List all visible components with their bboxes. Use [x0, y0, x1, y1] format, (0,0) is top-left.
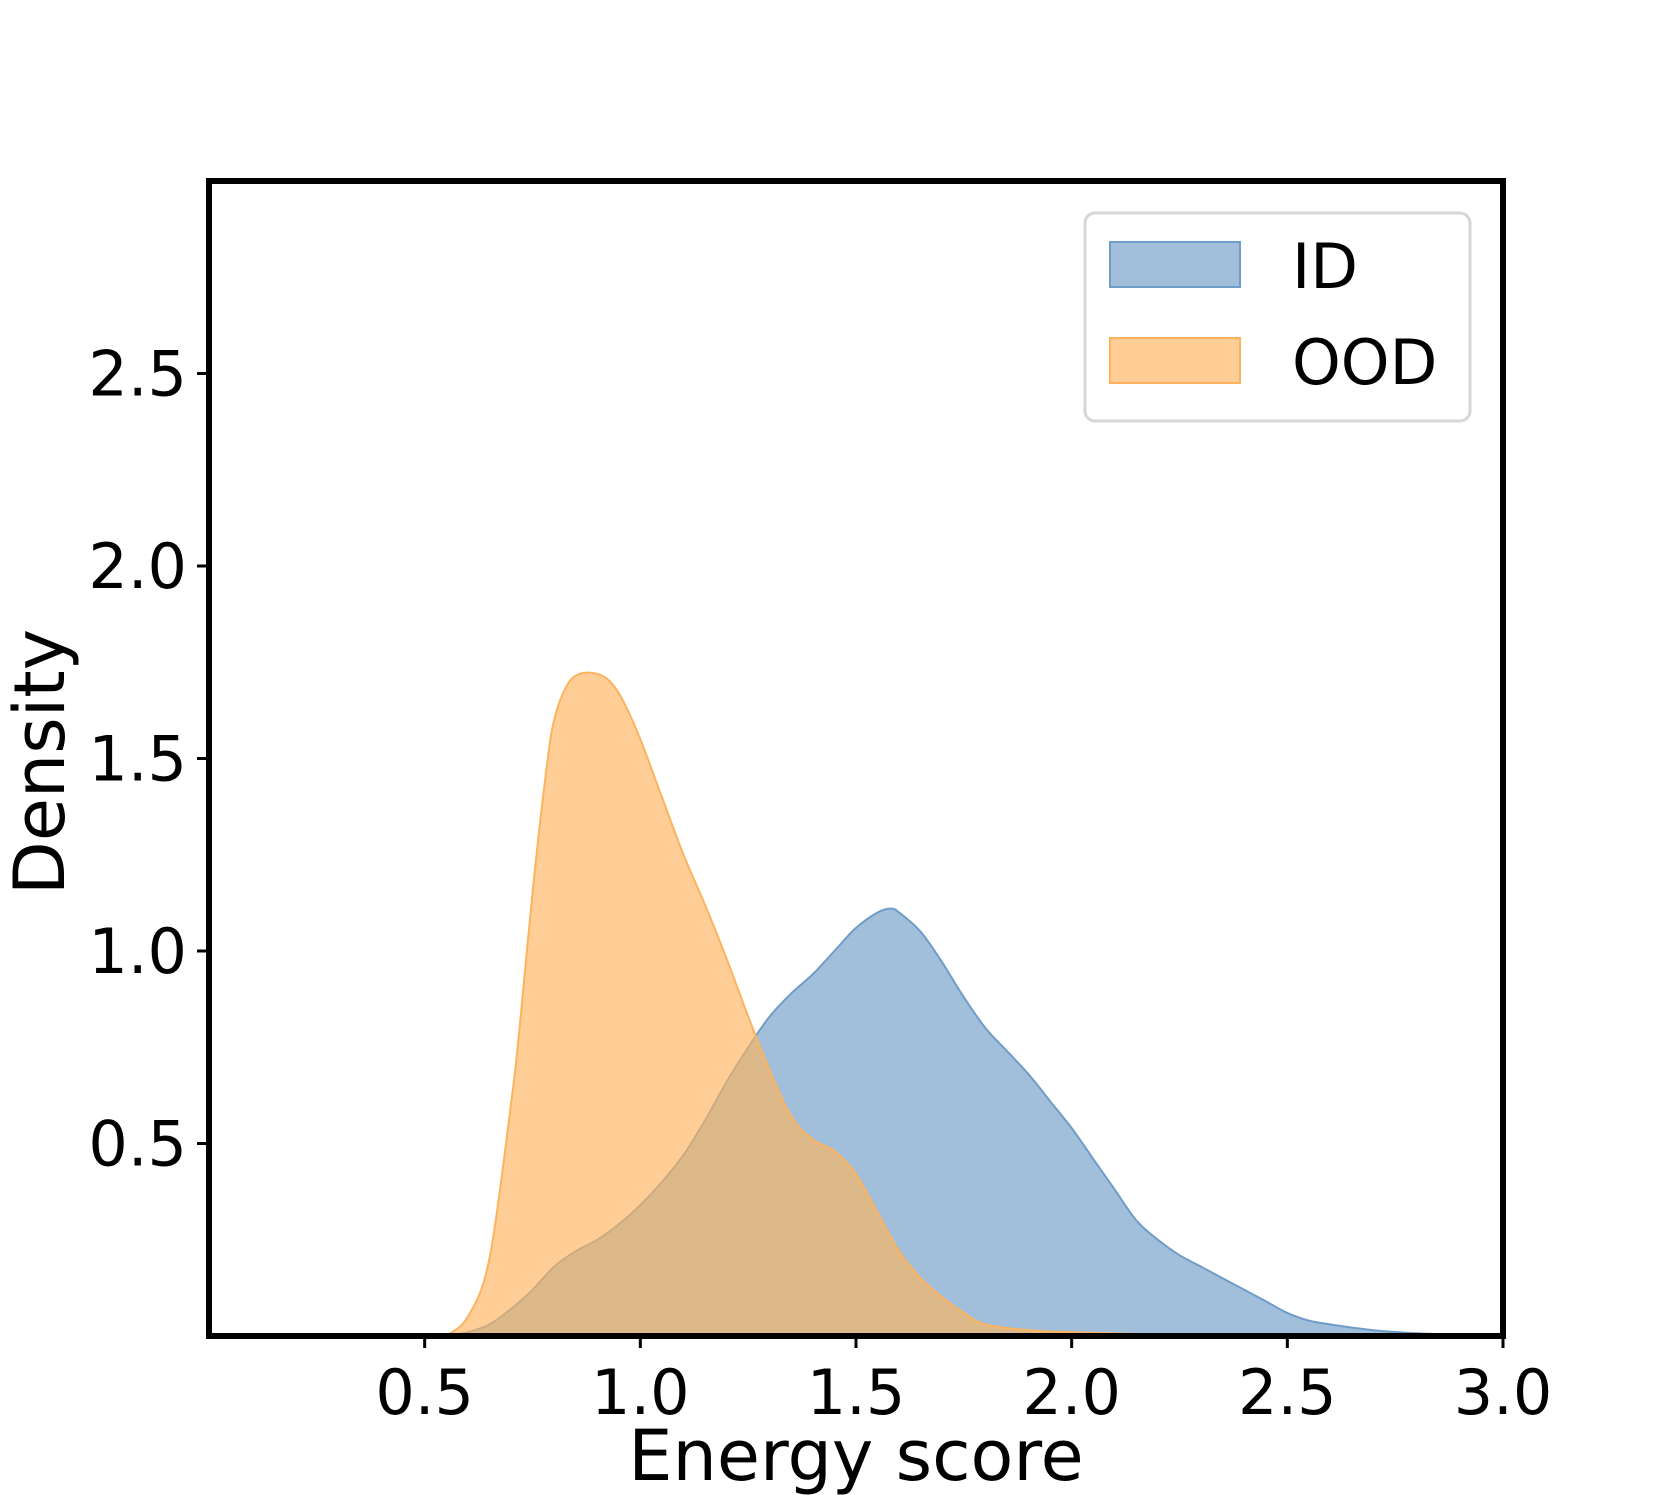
legend-label-ood: OOD — [1292, 326, 1437, 399]
y-tick-label: 0.5 — [88, 1108, 187, 1181]
y-axis-label: Density — [0, 629, 81, 895]
x-tick-label: 0.5 — [375, 1356, 474, 1429]
plot-areas — [443, 671, 1504, 1337]
x-tick-label: 2.5 — [1238, 1356, 1337, 1429]
legend-swatch-id — [1109, 241, 1241, 288]
legend: ID OOD — [1083, 211, 1472, 423]
density-area-ood — [443, 671, 1245, 1337]
legend-swatch-ood — [1109, 337, 1241, 384]
y-tick-label: 1.0 — [88, 915, 187, 988]
x-tick-label: 2.0 — [1022, 1356, 1121, 1429]
x-tick-label: 3.0 — [1454, 1356, 1553, 1429]
y-tick-label: 2.5 — [88, 338, 187, 411]
legend-label-id: ID — [1292, 230, 1358, 303]
x-axis-label: Energy score — [628, 1415, 1083, 1495]
x-tick-label: 1.0 — [591, 1356, 690, 1429]
x-axis-ticks: 0.5 1.0 1.5 2.0 2.5 3.0 — [375, 1336, 1552, 1429]
y-axis-ticks: 0.5 1.0 1.5 2.0 2.5 — [88, 338, 209, 1181]
y-tick-label: 1.5 — [88, 723, 187, 796]
plot-frame — [206, 178, 1506, 1339]
x-tick-label: 1.5 — [807, 1356, 906, 1429]
y-tick-label: 2.0 — [88, 530, 187, 603]
